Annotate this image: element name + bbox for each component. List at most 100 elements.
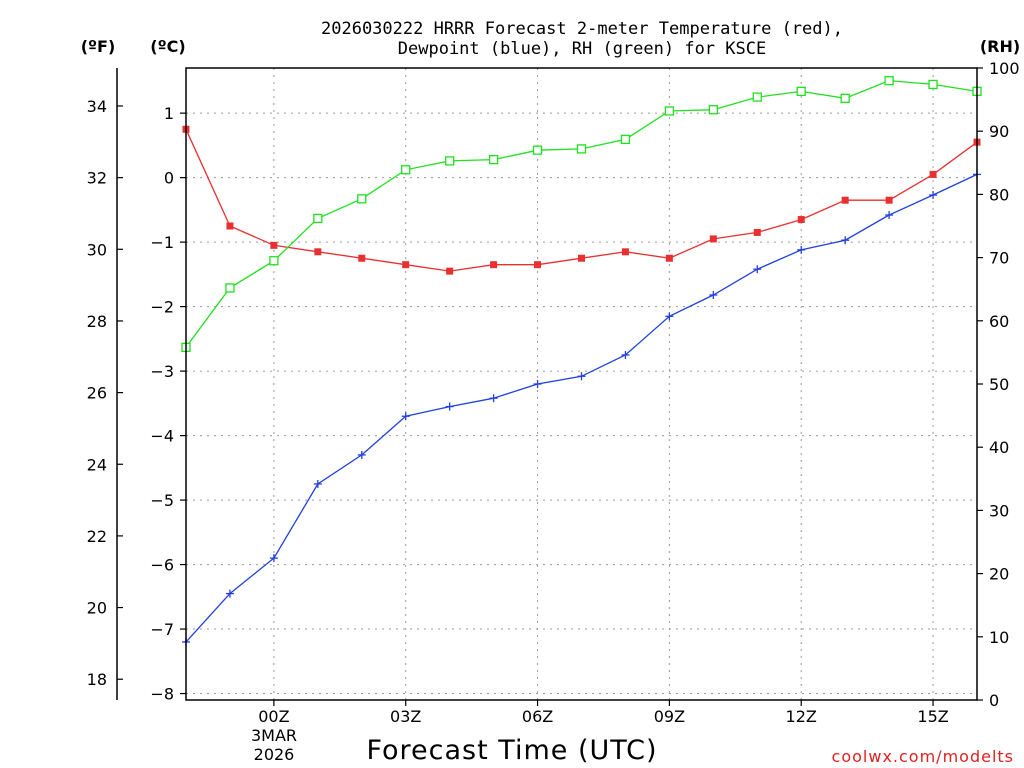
celsius-tick-label: 1 (164, 104, 174, 123)
x-tick-label: 15Z (917, 707, 948, 726)
rh-tick-label: 80 (989, 185, 1009, 204)
x-date-month: 3MAR (251, 726, 297, 745)
rh-tick-label: 60 (989, 312, 1009, 331)
dewpoint-point (709, 291, 718, 300)
rh-point (488, 154, 499, 165)
dewpoint-point (489, 394, 498, 403)
x-tick-label: 03Z (390, 707, 421, 726)
temperature-point (314, 248, 322, 256)
dewpoint-point (533, 380, 542, 388)
x-date-year: 2026 (254, 745, 295, 764)
temperature-point (709, 235, 717, 243)
fahrenheit-tick-label: 26 (87, 384, 107, 403)
rh-line (185, 79, 978, 348)
rh-point (401, 165, 411, 175)
rh-point (796, 86, 806, 97)
rh-point (313, 213, 323, 224)
rh-tick-label: 100 (989, 59, 1020, 78)
rh-point (225, 283, 235, 293)
dewpoint-point (401, 412, 410, 421)
rh-point (840, 93, 850, 103)
fahrenheit-tick-label: 20 (87, 599, 107, 618)
dewpoint-point (357, 450, 366, 459)
rh-point (269, 256, 279, 266)
dewpoint-point (577, 372, 586, 381)
temperature-point (885, 196, 893, 204)
rh-point (664, 106, 675, 116)
fahrenheit-unit-label: (ºF) (81, 37, 116, 56)
chart-title-line-2: Dewpoint (blue), RH (green) for KSCE (398, 39, 766, 59)
x-tick-label: 06Z (522, 707, 553, 726)
dewpoint-point (313, 479, 322, 488)
dewpoint-point (841, 236, 850, 245)
celsius-tick-label: −8 (150, 685, 174, 704)
temperature-point (226, 222, 234, 230)
celsius-tick-label: −1 (150, 233, 174, 252)
chart-title-line-1: 2026030222 HRRR Forecast 2-meter Tempera… (321, 19, 843, 39)
source-credit: coolwx.com/modelts (832, 747, 1014, 766)
grid-lines (186, 68, 977, 700)
temperature-point (358, 254, 366, 262)
fahrenheit-tick-label: 30 (87, 240, 107, 259)
celsius-tick-label: −6 (150, 556, 174, 575)
celsius-tick-label: −4 (150, 427, 174, 446)
x-tick-label: 09Z (654, 707, 685, 726)
celsius-tick-label: −5 (150, 491, 174, 510)
temperature-point (841, 196, 849, 204)
rh-point (445, 156, 455, 166)
fahrenheit-tick-label: 22 (87, 527, 107, 546)
rh-tick-label: 50 (989, 375, 1009, 394)
rh-tick-label: 40 (989, 438, 1009, 457)
x-axis-label: Forecast Time (UTC) (366, 735, 657, 766)
celsius-tick-label: −2 (150, 298, 174, 317)
x-tick-label: 00Z (258, 707, 289, 726)
temperature-point (534, 261, 542, 269)
rh-unit-label: (RH) (980, 37, 1020, 56)
fahrenheit-tick-label: 28 (87, 312, 107, 331)
rh-point (752, 92, 762, 102)
dewpoint-point (885, 211, 894, 220)
dewpoint-point (929, 191, 938, 200)
fahrenheit-tick-label: 32 (87, 169, 107, 188)
fahrenheit-tick-label: 24 (87, 455, 107, 474)
temperature-point (753, 228, 761, 236)
celsius-tick-label: −7 (150, 620, 174, 639)
temperature-point (446, 267, 454, 275)
dewpoint-point (445, 402, 454, 411)
celsius-tick-label: −3 (150, 362, 174, 381)
celsius-unit-label: (ºC) (150, 37, 185, 56)
temperature-point (621, 248, 629, 256)
rh-tick-label: 0 (989, 691, 999, 710)
temperature-point (929, 170, 937, 178)
dewpoint-line (185, 173, 978, 643)
rh-point (620, 134, 631, 145)
rh-point (576, 144, 587, 154)
fahrenheit-tick-label: 34 (87, 97, 107, 116)
dewpoint-point (225, 589, 234, 598)
dewpoint-point (753, 265, 762, 274)
temperature-point (578, 254, 585, 262)
temperature-point (490, 261, 498, 269)
rh-tick-label: 70 (989, 249, 1009, 268)
rh-tick-label: 90 (989, 122, 1009, 141)
dewpoint-point (269, 554, 278, 563)
rh-point (532, 145, 543, 155)
data-series (181, 75, 982, 646)
x-tick-label: 12Z (786, 707, 817, 726)
dewpoint-point (621, 350, 630, 359)
dewpoint-point (665, 312, 674, 321)
temperature-point (270, 241, 278, 249)
rh-point (357, 194, 367, 204)
celsius-tick-label: 0 (164, 169, 174, 188)
rh-point (928, 79, 938, 90)
rh-tick-label: 10 (989, 628, 1009, 647)
rh-tick-label: 30 (989, 501, 1009, 520)
rh-point (884, 75, 894, 86)
rh-point (708, 105, 718, 115)
plot-frame (185, 67, 978, 701)
dewpoint-point (797, 245, 806, 254)
temperature-point (402, 261, 410, 269)
rh-tick-label: 20 (989, 565, 1009, 584)
temperature-point (665, 254, 673, 262)
